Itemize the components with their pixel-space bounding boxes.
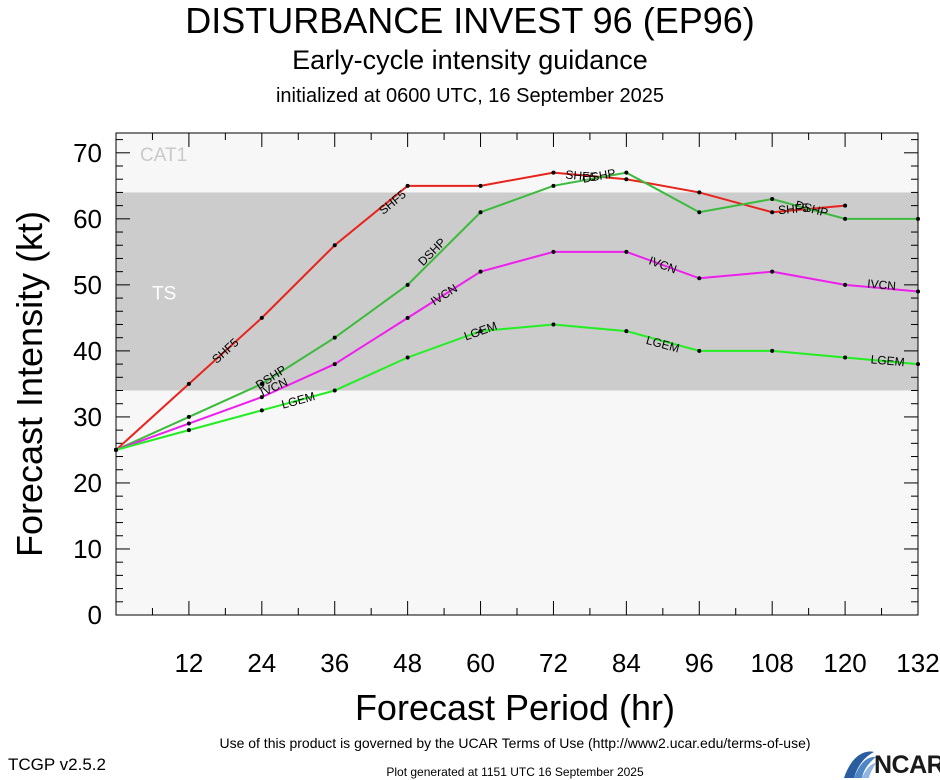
x-tick-label: 120: [823, 648, 866, 678]
series-label-shf5: SHF5: [565, 168, 597, 185]
data-point-dshp: [478, 210, 483, 215]
data-point-lgem: [697, 348, 702, 353]
data-point-dshp: [405, 282, 410, 287]
data-point-shf5: [478, 183, 483, 188]
series-label-dshp: DSHP: [581, 166, 616, 186]
data-point-lgem: [186, 428, 191, 433]
y-tick-label: 70: [73, 138, 102, 168]
init-time: initialized at 0600 UTC, 16 September 20…: [275, 85, 664, 107]
data-point-lgem: [114, 447, 118, 452]
data-point-lgem: [259, 408, 264, 413]
data-point-ivcn: [624, 249, 629, 254]
x-tick-label: 60: [466, 648, 495, 678]
y-tick-label: 40: [73, 336, 102, 366]
series-label-shf5: SHF5: [778, 201, 810, 218]
intensity-band: [116, 192, 918, 391]
x-tick-label: 132: [896, 648, 939, 678]
x-axis-title: Forecast Period (hr): [355, 687, 675, 728]
data-point-lgem: [770, 348, 775, 353]
data-point-ivcn: [332, 362, 337, 367]
x-tick-label: 48: [393, 648, 422, 678]
intensity-band: [116, 133, 918, 193]
data-point-shf5: [259, 315, 264, 320]
y-tick-label: 10: [73, 534, 102, 564]
series-line-lgem: [115, 323, 919, 451]
data-point-shf5: [551, 170, 556, 175]
data-point-dshp: [624, 170, 629, 175]
data-point-ivcn: [916, 289, 920, 294]
x-tick-label: 84: [612, 648, 641, 678]
version-label: TCGP v2.5.2: [8, 755, 106, 774]
data-point-ivcn: [843, 282, 848, 287]
data-point-ivcn: [186, 421, 191, 426]
data-point-lgem: [551, 322, 556, 327]
data-point-shf5: [405, 183, 410, 188]
ncar-logo: [844, 751, 876, 778]
data-point-lgem: [478, 329, 483, 334]
data-point-dshp: [259, 381, 264, 386]
ncar-logo-text: NCAR: [874, 751, 940, 779]
series-line-ivcn: [115, 250, 919, 451]
x-tick-label: 36: [320, 648, 349, 678]
y-tick-label: 50: [73, 270, 102, 300]
data-point-dshp: [332, 335, 337, 340]
data-point-lgem: [405, 355, 410, 360]
series-label-lgem: LGEM: [870, 352, 905, 369]
chart-title: DISTURBANCE INVEST 96 (EP96): [185, 0, 755, 41]
data-point-dshp: [770, 197, 775, 202]
data-point-shf5: [332, 243, 337, 248]
series-label-ivcn: IVCN: [867, 277, 897, 294]
data-point-shf5: [770, 210, 775, 215]
y-tick-label: 0: [88, 600, 102, 630]
data-point-ivcn: [770, 269, 775, 274]
data-point-shf5: [843, 203, 848, 208]
series-line-dshp: [115, 171, 918, 451]
data-point-lgem: [843, 355, 848, 360]
y-tick-label: 30: [73, 402, 102, 432]
x-tick-label: 108: [750, 648, 793, 678]
data-point-ivcn: [478, 269, 483, 274]
intensity-chart: TS CAT1 0 10 20 30 40 50 60 70 12 24 36 48 60 72 84 96 108…: [9, 132, 940, 728]
chart-subtitle: Early-cycle intensity guidance: [292, 45, 648, 75]
data-point-ivcn: [551, 249, 556, 254]
data-point-shf5: [186, 381, 191, 386]
data-point-ivcn: [697, 276, 702, 281]
data-point-lgem: [624, 329, 629, 334]
data-point-dshp: [697, 210, 702, 215]
data-point-lgem: [332, 388, 337, 393]
x-tick-label: 72: [539, 648, 568, 678]
data-point-ivcn: [259, 395, 264, 400]
data-point-dshp: [843, 216, 848, 221]
data-point-shf5: [697, 190, 702, 195]
band-label: TS: [152, 283, 176, 304]
terms-of-use-notice: Use of this product is governed by the U…: [219, 735, 811, 751]
x-tick-label: 12: [174, 648, 203, 678]
x-tick-label: 24: [247, 648, 276, 678]
y-axis-title: Forecast Intensity (kt): [9, 211, 50, 557]
y-tick-label: 20: [73, 468, 102, 498]
data-point-dshp: [916, 216, 920, 221]
data-point-dshp: [186, 414, 191, 419]
band-label: CAT1: [140, 145, 187, 166]
data-point-dshp: [551, 183, 556, 188]
data-point-shf5: [624, 177, 629, 182]
x-tick-label: 96: [685, 648, 714, 678]
generated-time: Plot generated at 1151 UTC 16 September …: [386, 765, 644, 779]
data-point-lgem: [916, 362, 920, 367]
data-point-ivcn: [405, 315, 410, 320]
y-tick-label: 60: [73, 204, 102, 234]
